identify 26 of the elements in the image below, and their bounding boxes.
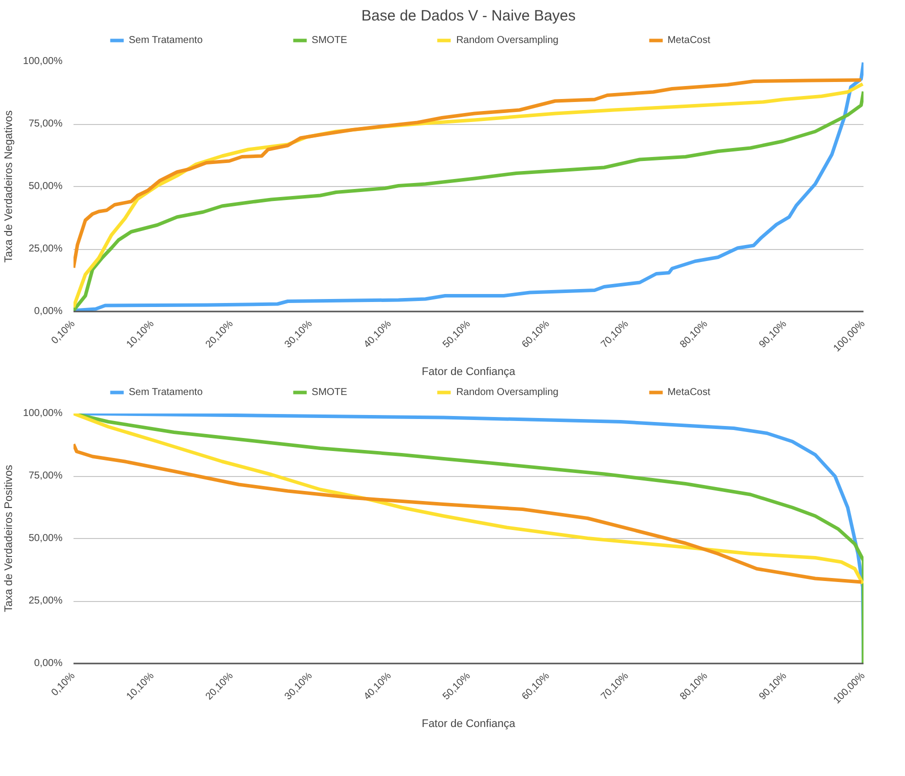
legend-label: Random Oversampling xyxy=(456,386,558,398)
line-series xyxy=(74,414,864,586)
y-tick-label: 50,00% xyxy=(28,181,63,192)
y-tick-label: 25,00% xyxy=(28,244,63,254)
y-axis-title: Taxa de Verdadeiros Negativos xyxy=(3,110,16,263)
x-axis-title: Fator de Confiança xyxy=(422,718,516,730)
y-axis-title: Taxa de Verdadeiros Positivos xyxy=(3,464,16,612)
legend-label: Random Oversampling xyxy=(456,34,558,46)
y-tick-label: 50,00% xyxy=(28,533,63,544)
legend-label: Sem Tratamento xyxy=(128,386,203,398)
y-tick-label: 100,00% xyxy=(23,56,63,67)
chart-title: Base de Dados V - Naive Bayes xyxy=(361,8,576,24)
y-tick-label: 0,00% xyxy=(34,658,63,669)
y-tick-label: 25,00% xyxy=(28,596,63,606)
y-tick-label: 0,00% xyxy=(34,306,63,317)
line-series xyxy=(74,442,863,584)
line-series xyxy=(74,78,863,270)
y-tick-label: 75,00% xyxy=(28,470,63,482)
y-tick-label: 75,00% xyxy=(28,118,63,130)
legend-label: MetaCost xyxy=(667,34,710,46)
legend-label: Sem Tratamento xyxy=(128,34,203,46)
y-tick-label: 100,00% xyxy=(23,408,63,419)
legend-label: MetaCost xyxy=(667,386,710,398)
legend-label: SMOTE xyxy=(312,386,348,398)
x-axis-title: Fator de Confiança xyxy=(422,366,516,378)
legend-label: SMOTE xyxy=(312,34,348,46)
